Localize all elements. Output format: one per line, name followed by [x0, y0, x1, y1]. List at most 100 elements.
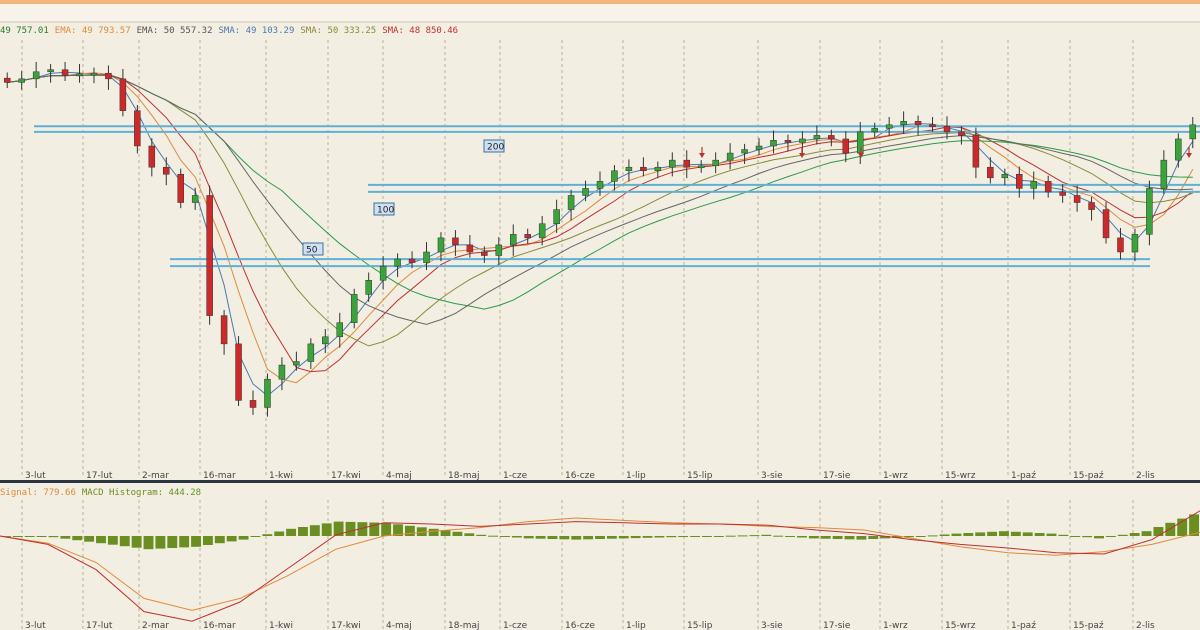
macd-x-tick-label: 4-maj	[386, 621, 412, 630]
candle-body	[567, 195, 575, 210]
macd-histogram-bar	[48, 536, 59, 538]
macd-histogram-bar	[915, 536, 926, 537]
macd-histogram-bar	[725, 535, 736, 537]
macd-histogram-bar	[321, 523, 332, 536]
signal-arrow-head	[699, 153, 705, 158]
price-x-tick-label: 1-lip	[626, 471, 646, 481]
candle-body	[524, 234, 531, 239]
candle-body	[1117, 237, 1124, 253]
macd-x-tick-label: 15-lip	[687, 621, 713, 630]
legend-item: SMA: 50 333.25	[300, 26, 377, 36]
macd-legend: Signal: 779.66 MACD Histogram: 444.28	[0, 486, 207, 500]
macd-histogram-bar	[96, 536, 106, 544]
candle-body	[596, 181, 604, 189]
candle-body	[972, 135, 980, 168]
candle-body	[3, 77, 11, 83]
sma-mid-line	[7, 73, 1194, 373]
macd-histogram-bar	[832, 536, 843, 539]
macd-histogram-bar	[701, 536, 712, 537]
ma-tag-box	[483, 139, 505, 153]
macd-histogram-bar	[131, 536, 142, 548]
price-x-tick-label: 17-kwi	[331, 471, 361, 481]
macd-x-tick-label: 2-lis	[1136, 621, 1155, 630]
price-x-tick-label: 17-sie	[823, 471, 851, 481]
price-x-tick-label: 17-lut	[86, 471, 113, 481]
macd-x-tick-label: 17-kwi	[331, 621, 361, 630]
macd-histogram-bar	[868, 536, 879, 539]
candle-body	[958, 131, 965, 136]
macd-histogram-bar	[262, 534, 273, 536]
macd-histogram-bar	[820, 536, 831, 539]
macd-histogram-bar	[808, 536, 819, 539]
candle-body	[929, 124, 936, 128]
macd-histogram-bar	[1117, 534, 1128, 536]
candle-body	[307, 343, 315, 362]
price-x-tick-label: 15-wrz	[945, 471, 976, 481]
candle-body	[856, 131, 864, 154]
macd-histogram-bar	[274, 531, 285, 536]
macd-x-tick-label: 1-paź	[1011, 621, 1036, 630]
macd-histogram-bar	[357, 522, 368, 536]
indicator-legend: 49 757.01 EMA: 49 793.57 EMA: 50 557.32 SMA…	[0, 24, 464, 38]
candle-body	[1073, 195, 1081, 203]
macd-histogram-bar	[797, 536, 807, 538]
candle-body	[1030, 181, 1037, 189]
macd-legend-item: MACD Histogram: 444.28	[81, 488, 202, 498]
signal-arrow-head	[1186, 153, 1192, 158]
candle-body	[1131, 234, 1139, 253]
macd-histogram-bar	[345, 521, 356, 536]
macd-histogram-bar	[428, 528, 439, 536]
candle-body	[423, 251, 430, 263]
macd-x-axis-ticks: 3-lut 17-lut 2-mar 16-mar 1-kwi 17-kwi 4-maj 18…	[25, 621, 1155, 630]
macd-histogram-bar	[404, 525, 415, 536]
candle-body	[336, 322, 344, 338]
macd-histogram-bar	[559, 536, 570, 540]
macd-histogram-bar	[666, 536, 677, 538]
macd-histogram-bar	[523, 536, 534, 539]
macd-histogram-bar	[214, 536, 225, 544]
macd-histogram-bar	[939, 534, 950, 536]
macd-histogram-bar	[975, 532, 986, 536]
candle-body	[943, 125, 951, 133]
candle-body	[61, 69, 69, 76]
macd-histogram-bar	[238, 536, 249, 540]
candle-body	[47, 69, 54, 73]
candle-body	[350, 294, 358, 323]
candle-body	[1088, 202, 1095, 210]
macd-x-tick-label: 17-lut	[86, 621, 113, 630]
macd-x-tick-label: 1-kwi	[269, 621, 293, 630]
candle-body	[813, 135, 821, 140]
macd-histogram-bar	[452, 531, 463, 536]
legend-item: 49 757.01	[0, 26, 49, 36]
macd-histogram-bar	[678, 536, 689, 537]
macd-histogram-bar	[1022, 532, 1033, 536]
candle-body	[726, 152, 734, 161]
macd-x-tick-label: 18-maj	[448, 621, 479, 630]
macd-histogram-bar	[226, 536, 237, 542]
macd-x-tick-label: 16-cze	[565, 621, 595, 630]
candle-body	[712, 159, 719, 167]
price-x-tick-label: 2-lis	[1136, 471, 1155, 481]
macd-histogram-bar	[416, 527, 427, 536]
candle-body	[625, 166, 633, 171]
legend-item: EMA: 50 557.32	[136, 26, 213, 36]
macd-legend-item: Signal: 779.66	[0, 488, 76, 498]
candle-body	[640, 166, 647, 171]
macd-histogram-bar	[713, 536, 724, 537]
macd-histogram-bar	[1177, 518, 1188, 536]
macd-histogram-bar	[654, 536, 665, 538]
candle-body	[697, 165, 705, 169]
macd-histogram-bar	[155, 536, 166, 549]
candle-body	[510, 234, 517, 246]
macd-histogram-bar	[36, 536, 47, 537]
macd-histogram-bar	[143, 536, 154, 550]
toolbar-band	[0, 4, 1200, 22]
top-accent-bar	[0, 0, 1200, 4]
macd-histogram-bar	[1034, 533, 1045, 536]
macd-signal-line	[0, 517, 1200, 611]
macd-histogram-bar	[393, 524, 403, 536]
macd-histogram-bar	[464, 533, 475, 536]
ema-long-line	[7, 74, 1193, 325]
